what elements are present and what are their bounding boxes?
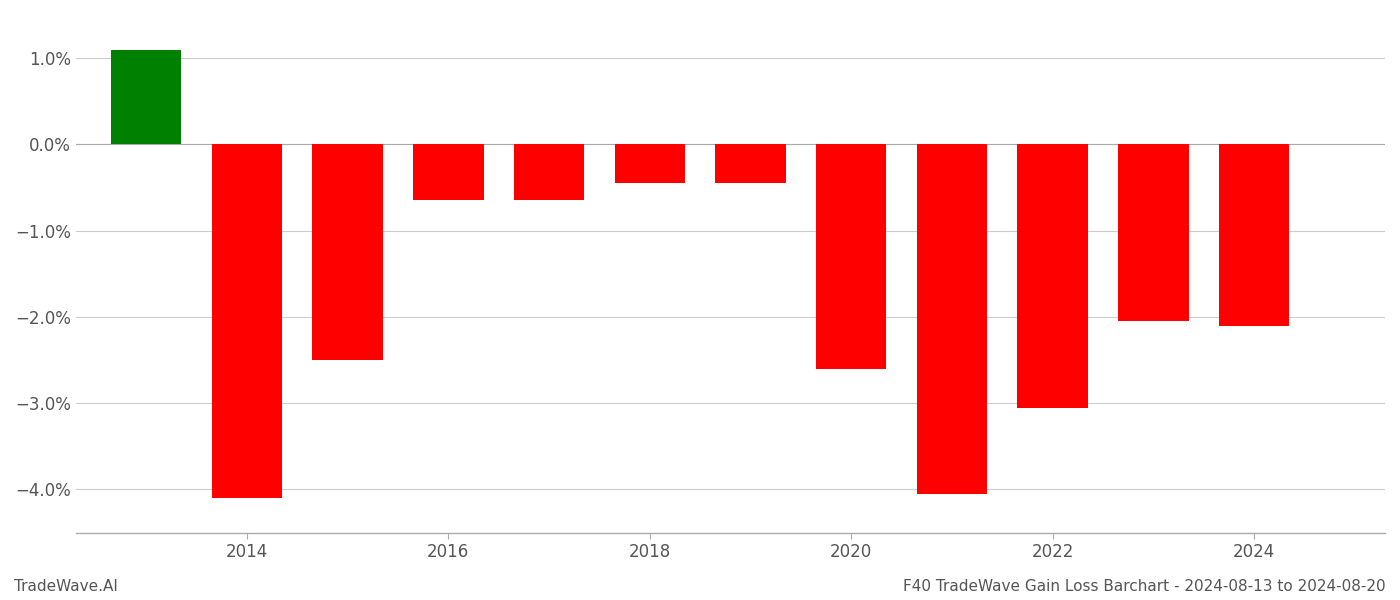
Bar [1219, 145, 1289, 326]
Bar [514, 145, 584, 200]
Bar [1119, 145, 1189, 321]
Bar [1018, 145, 1088, 407]
Bar [211, 145, 283, 498]
Bar [413, 145, 483, 200]
Bar [917, 145, 987, 494]
Text: F40 TradeWave Gain Loss Barchart - 2024-08-13 to 2024-08-20: F40 TradeWave Gain Loss Barchart - 2024-… [903, 579, 1386, 594]
Bar [615, 145, 685, 183]
Text: TradeWave.AI: TradeWave.AI [14, 579, 118, 594]
Bar [312, 145, 384, 360]
Bar [715, 145, 785, 183]
Bar [816, 145, 886, 368]
Bar [111, 50, 182, 145]
